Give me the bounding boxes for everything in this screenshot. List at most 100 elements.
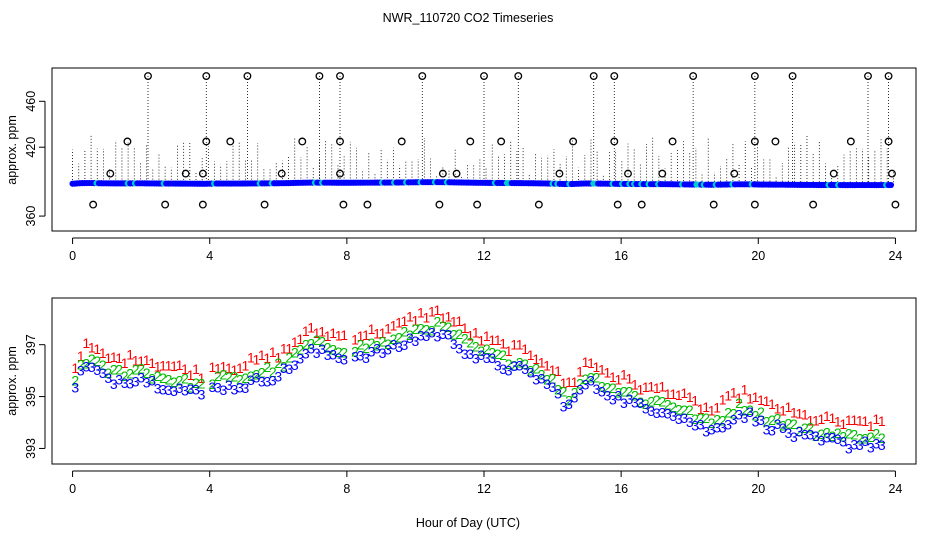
bottom-series-3-marker: 3: [302, 345, 310, 361]
bottom-series-3-marker: 3: [198, 386, 206, 402]
bottom-series-1-marker: 1: [774, 400, 782, 416]
top-outlier-marker: [243, 72, 252, 80]
top-outlier-marker: [534, 200, 543, 209]
bottom-series-1-marker: 1: [247, 350, 255, 366]
bottom-series-2-marker: 2: [165, 372, 173, 388]
bottom-series-1-marker: 1: [658, 378, 666, 394]
bottom-series-1-marker: 1: [768, 396, 776, 412]
top-outlier-marker: [452, 169, 461, 178]
top-outlier-marker: [202, 72, 211, 80]
bottom-series-2-marker: 2: [785, 416, 793, 432]
bottom-series-1-marker: 1: [280, 340, 288, 356]
bottom-series-3-marker: 3: [395, 339, 403, 355]
bottom-series-3-marker: 3: [741, 410, 749, 426]
bottom-series-3-marker: 3: [746, 404, 754, 420]
bottom-series-1-marker: 1: [115, 350, 123, 366]
bottom-series-3-marker: 3: [296, 351, 304, 367]
bottom-series-3-marker: 3: [834, 431, 842, 447]
bottom-series-2-marker: 2: [801, 420, 809, 436]
bottom-series-1-marker: 1: [214, 361, 222, 377]
bottom-series-3-marker: 3: [527, 365, 535, 381]
bottom-series-3-marker: 3: [658, 405, 666, 421]
bottom-series-2-marker: 2: [521, 356, 529, 372]
bottom-series-2-marker: 2: [807, 419, 815, 435]
bottom-series-1-marker: 1: [77, 348, 85, 364]
bottom-series-1-marker: 1: [763, 393, 771, 409]
bottom-series-2-marker: 2: [126, 365, 134, 381]
bottom-series-3-marker: 3: [505, 363, 513, 379]
bottom-y-tick-label: 393: [24, 438, 38, 459]
bottom-series-3-marker: 3: [340, 352, 348, 368]
bottom-series-2-marker: 2: [368, 335, 376, 351]
bottom-series-2-marker: 2: [450, 326, 458, 342]
bottom-series-2-marker: 2: [554, 382, 562, 398]
top-outlier-marker: [771, 137, 780, 146]
top-panel: 0 4 8 12 16 20 24 360 420 460 approx. ppm: [5, 67, 917, 263]
bottom-series-2-marker: 2: [291, 344, 299, 360]
bottom-series-3-marker: 3: [357, 347, 365, 363]
bottom-series-1-marker: 1: [433, 302, 441, 318]
bottom-series-1-marker: 1: [291, 334, 299, 350]
bottom-series-3-marker: 3: [165, 382, 173, 398]
bottom-series-1-marker: 1: [335, 327, 343, 343]
top-outlier-marker: [637, 200, 646, 209]
top-dotted-stems: [72, 76, 894, 186]
bottom-series-2-marker: 2: [181, 370, 189, 386]
bottom-series-2-marker: 2: [110, 361, 118, 377]
bottom-series-1-marker: 1: [691, 392, 699, 408]
bottom-series-3-marker: 3: [176, 380, 184, 396]
bottom-series-2-marker: 2: [412, 321, 420, 337]
bottom-series-3-marker: 3: [148, 372, 156, 388]
bottom-series-3-marker: 3: [483, 350, 491, 366]
bottom-series-3-marker: 3: [263, 374, 271, 390]
top-x-tick-label: 16: [614, 249, 628, 263]
bottom-series-1-marker: 1: [505, 343, 513, 359]
bottom-series-1-marker: 1: [801, 406, 809, 422]
bottom-series-1-marker: 1: [170, 358, 178, 374]
bottom-series-2-marker: 2: [214, 368, 222, 384]
bottom-series-3-marker: 3: [472, 350, 480, 366]
bottom-series-3-marker: 3: [598, 384, 606, 400]
top-main-points: [69, 179, 895, 189]
bottom-series-1-marker: 1: [697, 401, 705, 417]
bottom-series-3-marker: 3: [653, 405, 661, 421]
bottom-x-tick-label: 16: [614, 482, 628, 496]
bottom-series-2-marker: 2: [461, 331, 469, 347]
bottom-series-2-marker: 2: [423, 322, 431, 338]
top-outlier-marker: [750, 72, 759, 80]
bottom-series-2-marker: 2: [757, 404, 765, 420]
top-y-axis: 360 420 460: [24, 91, 46, 227]
bottom-series-3-marker: 3: [582, 377, 590, 393]
bottom-series-1-marker: 1: [625, 370, 633, 386]
bottom-series-2-marker: 2: [625, 384, 633, 400]
top-outlier-marker: [438, 169, 447, 178]
top-x-tick-label: 20: [751, 249, 765, 263]
bottom-series-3-marker: 3: [724, 417, 732, 433]
bottom-series-3-marker: 3: [291, 357, 299, 373]
bottom-series-3-marker: 3: [817, 433, 825, 449]
bottom-series-3-marker: 3: [121, 375, 129, 391]
bottom-series-3-marker: 3: [593, 381, 601, 397]
bottom-series-1-marker: 1: [615, 371, 623, 387]
top-outlier-marker: [788, 72, 797, 80]
bottom-series-1-marker: 1: [165, 358, 173, 374]
top-outlier-marker: [277, 169, 286, 178]
bottom-series-2-marker: 2: [823, 424, 831, 440]
bottom-series-2-marker: 2: [543, 371, 551, 387]
bottom-series-1-marker: 1: [82, 335, 90, 351]
bottom-series-3-marker: 3: [329, 347, 337, 363]
bottom-series-1-marker: 1: [647, 378, 655, 394]
top-x-tick-label: 0: [69, 249, 76, 263]
bottom-y-axis-label: approx. ppm: [5, 346, 19, 415]
bottom-series-2-marker: 2: [373, 337, 381, 353]
bottom-series-3-marker: 3: [324, 347, 332, 363]
bottom-series-1-marker: 1: [653, 380, 661, 396]
bottom-series-2-marker: 2: [384, 336, 392, 352]
bottom-series-2-marker: 2: [538, 367, 546, 383]
bottom-series-2-marker: 2: [565, 392, 573, 408]
bottom-series-1-marker: 1: [285, 340, 293, 356]
bottom-series-1-marker: 1: [154, 359, 162, 375]
bottom-series-2-marker: 2: [269, 364, 277, 380]
bottom-series-1-marker: 1: [543, 358, 551, 374]
bottom-series-3-marker: 3: [807, 426, 815, 442]
